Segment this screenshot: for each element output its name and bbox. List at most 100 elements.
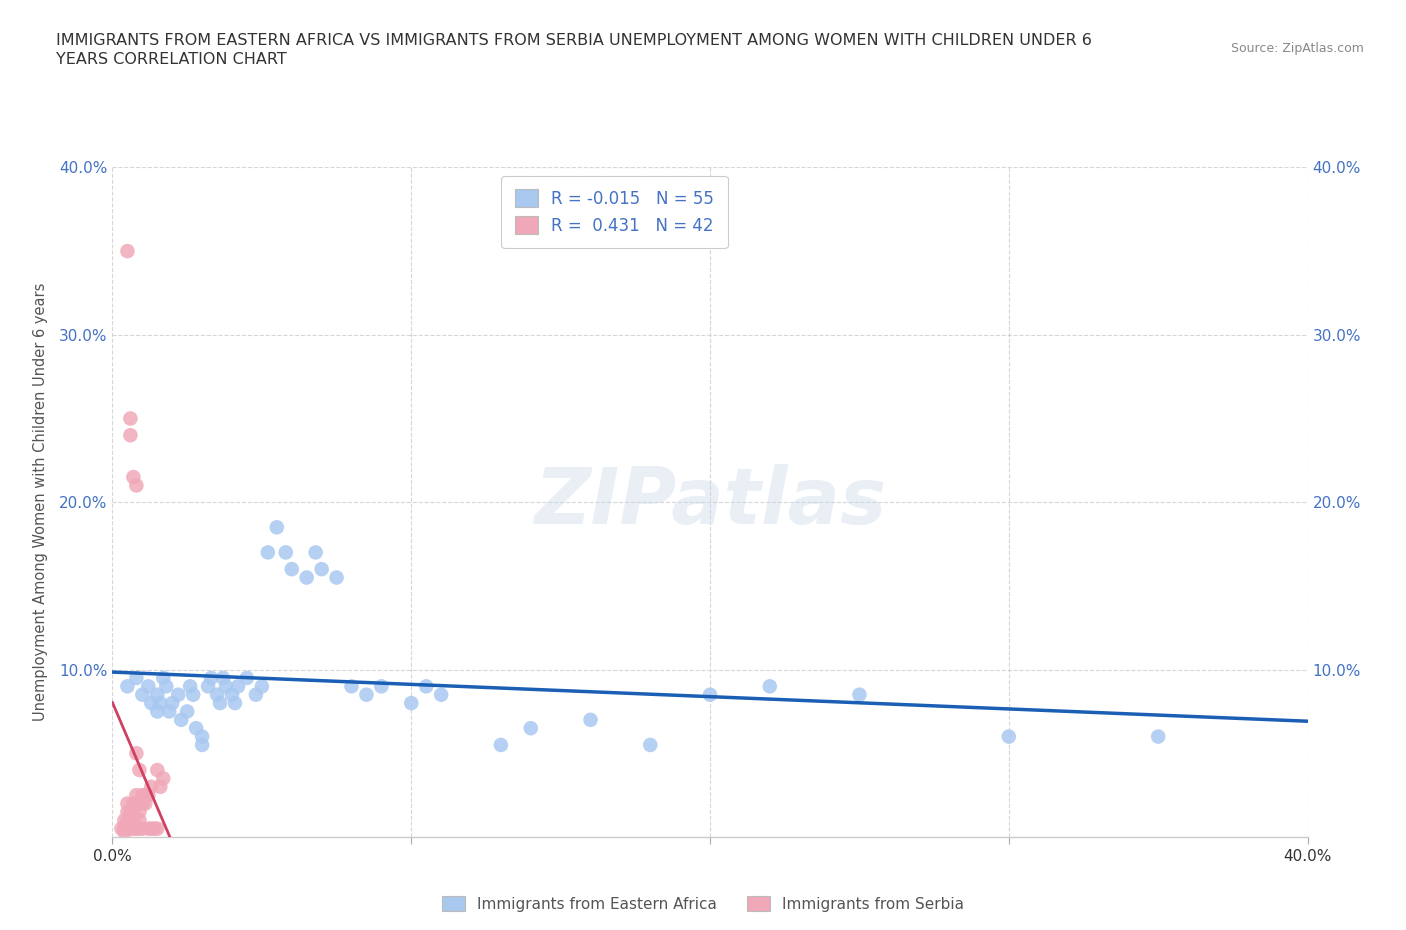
Point — [221, 687, 243, 702]
Point — [325, 570, 347, 585]
Point — [146, 704, 169, 719]
Point — [257, 545, 280, 560]
Point — [117, 244, 139, 259]
Point — [340, 679, 363, 694]
Point — [848, 687, 870, 702]
Point — [998, 729, 1021, 744]
Point — [117, 821, 139, 836]
Point — [155, 679, 177, 694]
Point — [191, 737, 214, 752]
Point — [304, 545, 326, 560]
Point — [131, 796, 153, 811]
Point — [274, 545, 297, 560]
Point — [117, 813, 139, 828]
Point — [110, 821, 132, 836]
Point — [141, 821, 163, 836]
Text: ZIPatlas: ZIPatlas — [534, 464, 886, 540]
Point — [134, 796, 156, 811]
Point — [152, 771, 174, 786]
Point — [208, 696, 231, 711]
Point — [226, 679, 249, 694]
Point — [125, 671, 148, 685]
Point — [205, 687, 228, 702]
Point — [143, 821, 166, 836]
Point — [370, 679, 392, 694]
Point — [170, 712, 193, 727]
Legend: Immigrants from Eastern Africa, Immigrants from Serbia: Immigrants from Eastern Africa, Immigran… — [436, 889, 970, 918]
Point — [114, 825, 135, 840]
Point — [759, 679, 782, 694]
Point — [149, 779, 172, 794]
Point — [224, 696, 246, 711]
Point — [120, 821, 142, 836]
Point — [179, 679, 201, 694]
Point — [128, 821, 150, 836]
Point — [125, 746, 148, 761]
Point — [117, 796, 139, 811]
Point — [128, 796, 150, 811]
Point — [120, 804, 142, 819]
Point — [415, 679, 437, 694]
Point — [200, 671, 222, 685]
Point — [131, 687, 153, 702]
Point — [120, 813, 142, 828]
Point — [250, 679, 273, 694]
Point — [191, 729, 214, 744]
Point — [125, 478, 148, 493]
Text: IMMIGRANTS FROM EASTERN AFRICA VS IMMIGRANTS FROM SERBIA UNEMPLOYMENT AMONG WOME: IMMIGRANTS FROM EASTERN AFRICA VS IMMIGR… — [56, 33, 1092, 67]
Point — [122, 470, 145, 485]
Point — [699, 687, 721, 702]
Point — [149, 696, 172, 711]
Point — [281, 562, 304, 577]
Point — [128, 763, 150, 777]
Y-axis label: Unemployment Among Women with Children Under 6 years: Unemployment Among Women with Children U… — [32, 283, 48, 722]
Point — [311, 562, 333, 577]
Legend: R = -0.015   N = 55, R =  0.431   N = 42: R = -0.015 N = 55, R = 0.431 N = 42 — [502, 176, 727, 248]
Point — [638, 737, 662, 752]
Point — [197, 679, 219, 694]
Point — [245, 687, 267, 702]
Point — [131, 788, 153, 803]
Point — [134, 788, 156, 803]
Point — [489, 737, 512, 752]
Point — [215, 679, 238, 694]
Point — [138, 788, 160, 803]
Point — [128, 813, 150, 828]
Point — [181, 687, 204, 702]
Point — [186, 721, 208, 736]
Point — [579, 712, 602, 727]
Point — [131, 821, 153, 836]
Point — [520, 721, 543, 736]
Point — [141, 779, 163, 794]
Point — [114, 821, 135, 836]
Point — [117, 804, 139, 819]
Point — [138, 679, 160, 694]
Point — [141, 696, 163, 711]
Point — [146, 821, 169, 836]
Point — [114, 813, 135, 828]
Point — [1147, 729, 1170, 744]
Point — [120, 428, 142, 443]
Point — [146, 687, 169, 702]
Point — [125, 821, 148, 836]
Point — [295, 570, 318, 585]
Point — [117, 679, 139, 694]
Point — [157, 704, 180, 719]
Point — [120, 411, 142, 426]
Point — [122, 796, 145, 811]
Point — [212, 671, 235, 685]
Point — [162, 696, 183, 711]
Point — [122, 821, 145, 836]
Point — [356, 687, 378, 702]
Point — [176, 704, 198, 719]
Point — [138, 821, 160, 836]
Point — [152, 671, 174, 685]
Point — [128, 804, 150, 819]
Point — [430, 687, 453, 702]
Text: Source: ZipAtlas.com: Source: ZipAtlas.com — [1230, 42, 1364, 55]
Point — [122, 813, 145, 828]
Point — [125, 788, 148, 803]
Point — [122, 804, 145, 819]
Point — [146, 763, 169, 777]
Point — [401, 696, 423, 711]
